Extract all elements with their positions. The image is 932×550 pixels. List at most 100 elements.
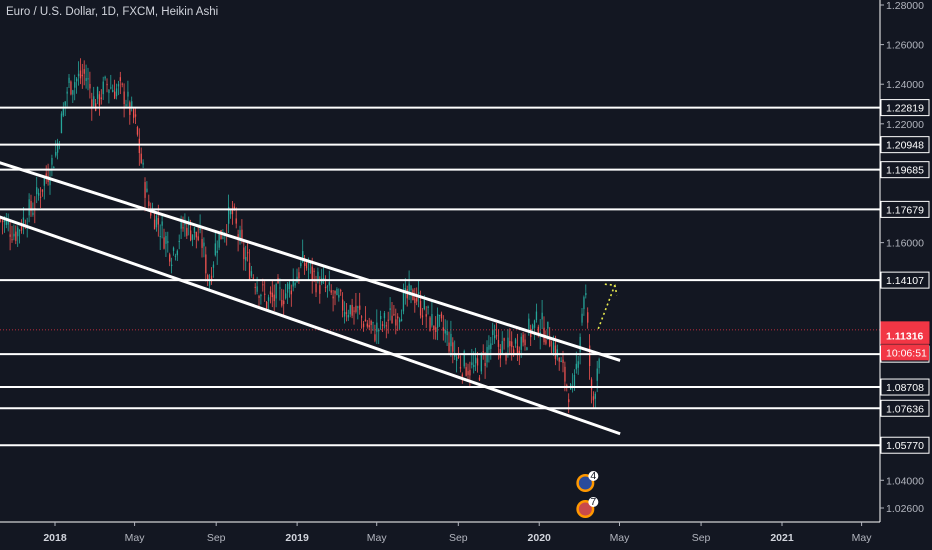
- candle-body: [532, 325, 534, 330]
- candle-body: [285, 293, 287, 299]
- level-price-tag: 1.22819: [886, 103, 924, 115]
- level-price-tag-bg: [880, 136, 930, 154]
- candle-body: [374, 334, 376, 341]
- candle-body: [271, 292, 273, 298]
- candle-body: [368, 325, 370, 328]
- candle-body: [212, 264, 215, 268]
- candle-body: [93, 96, 95, 106]
- x-tick-label: 2019: [285, 532, 309, 544]
- candle-body: [438, 314, 441, 316]
- candle-body: [467, 371, 469, 375]
- candle-body: [114, 91, 116, 99]
- secondary-price-tag-bg: [880, 326, 930, 344]
- candle-body: [186, 227, 188, 236]
- candle-body: [275, 284, 277, 299]
- level-price-tag-bg: [880, 436, 930, 454]
- candle-body: [256, 286, 258, 292]
- candle-body: [201, 238, 203, 248]
- candle-body: [205, 254, 207, 274]
- candle-body: [165, 235, 167, 244]
- candle-body: [216, 250, 218, 253]
- level-price-tag: 1.19685: [886, 165, 924, 177]
- candle-body: [364, 319, 367, 322]
- candle-body: [250, 271, 253, 276]
- candle-body: [38, 192, 40, 196]
- candle-body: [258, 296, 260, 298]
- candle-body: [167, 241, 169, 243]
- candle-body: [163, 237, 165, 249]
- candle-body: [290, 290, 292, 295]
- candle-body: [3, 219, 6, 223]
- candle-body: [442, 327, 444, 331]
- upper-channel-line[interactable]: [0, 155, 621, 362]
- y-tick-label: 1.22000: [886, 119, 924, 131]
- candle-body: [32, 212, 34, 215]
- candle-body: [55, 151, 57, 156]
- candle-body: [581, 313, 583, 323]
- level-price-tag-bg: [880, 378, 930, 396]
- candle-body: [157, 218, 159, 225]
- event-marker[interactable]: 7: [576, 496, 599, 518]
- event-marker[interactable]: 4: [576, 470, 599, 492]
- candle-body: [85, 78, 87, 81]
- candle-body: [419, 300, 422, 316]
- candle-body: [222, 237, 224, 239]
- projection-arrow-line[interactable]: [597, 284, 616, 330]
- candle-body: [505, 354, 507, 361]
- lower-channel-line[interactable]: [0, 208, 621, 436]
- candle-body: [136, 127, 139, 135]
- candle-body: [77, 73, 80, 77]
- candle-body: [294, 282, 296, 286]
- candle-body: [11, 239, 13, 241]
- candle-body: [288, 282, 291, 290]
- candle-body: [273, 294, 275, 302]
- chart-title: Euro / U.S. Dollar, 1D, FXCM, Heikin Ash…: [6, 6, 219, 18]
- candle-body: [311, 266, 313, 281]
- candle-body: [587, 312, 589, 323]
- candle-body: [361, 316, 363, 318]
- candle-body: [79, 70, 82, 79]
- candle-body: [514, 339, 517, 344]
- candle-body: [416, 297, 418, 302]
- candle-body: [535, 311, 538, 321]
- candle-body: [51, 157, 53, 165]
- candle-body: [473, 364, 475, 367]
- candle-body: [324, 286, 327, 289]
- event-count-bubble: [588, 471, 599, 481]
- candle-body: [172, 247, 175, 251]
- candle-body: [9, 234, 11, 237]
- candle-body: [243, 247, 245, 260]
- candle-body: [395, 319, 397, 326]
- candle-body: [110, 87, 112, 89]
- candle-body: [100, 97, 102, 100]
- candle-body: [446, 331, 448, 336]
- candle-body: [182, 227, 184, 229]
- candle-body: [96, 86, 99, 99]
- candle-body: [22, 217, 25, 226]
- candle-body: [383, 312, 386, 319]
- candle-body: [598, 359, 600, 368]
- candle-body: [60, 113, 63, 134]
- x-tick-label: Sep: [207, 532, 226, 544]
- candle-body: [104, 76, 106, 79]
- candle-body: [399, 319, 401, 323]
- candle-body: [503, 338, 505, 341]
- candle-body: [108, 89, 110, 94]
- candle-body: [30, 200, 32, 211]
- candle-body: [123, 91, 125, 104]
- candle-body: [507, 337, 509, 348]
- candle-body: [171, 264, 173, 267]
- candle-body: [89, 84, 91, 89]
- candle-body: [560, 360, 562, 362]
- candle-body: [112, 89, 114, 92]
- event-count-bubble: [588, 497, 599, 507]
- candle-body: [524, 339, 526, 346]
- candle-body: [345, 312, 348, 314]
- candle-body: [575, 363, 577, 370]
- candle-body: [526, 347, 528, 350]
- candle-body: [334, 290, 336, 294]
- candles-layer: [0, 58, 600, 414]
- candle-body: [492, 329, 494, 336]
- candle-body: [15, 231, 17, 241]
